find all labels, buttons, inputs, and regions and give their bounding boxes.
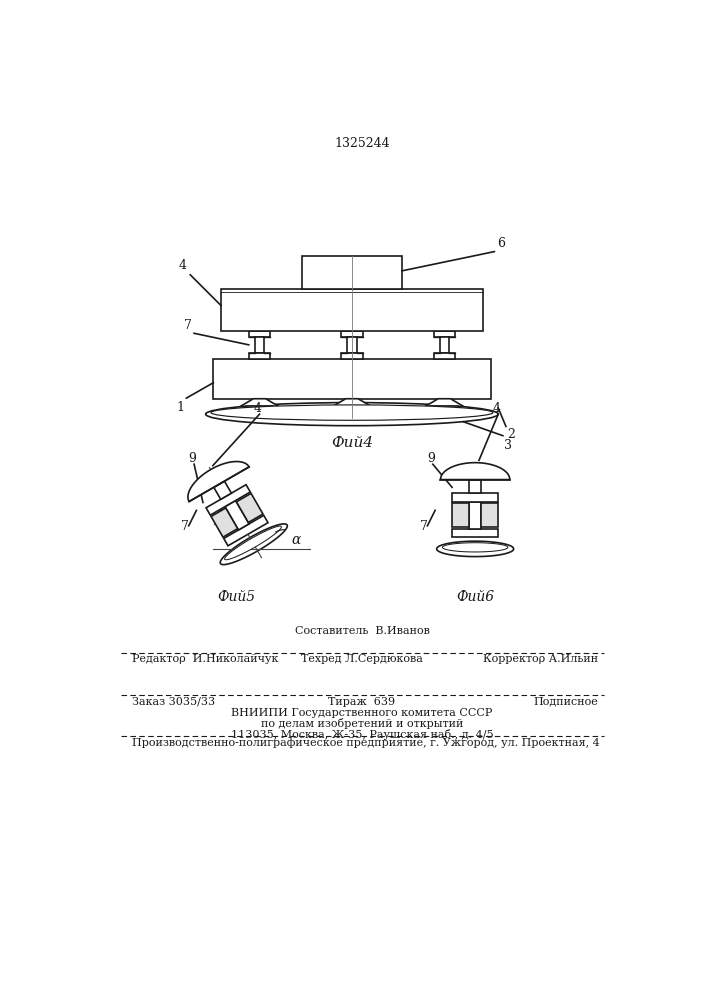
Bar (246, 406, 274, 413)
Polygon shape (206, 485, 250, 515)
Text: Производственно-полиграфическое предприятие, г. Ужгород, ул. Проектная, 4: Производственно-полиграфическое предприя… (132, 738, 600, 748)
Text: ВНИИПИ Государственного комитета СССР: ВНИИПИ Государственного комитета СССР (231, 708, 493, 718)
Bar (341, 353, 363, 359)
Polygon shape (443, 543, 508, 552)
Text: 9: 9 (428, 452, 436, 465)
Text: 1: 1 (450, 515, 459, 528)
Polygon shape (214, 481, 231, 499)
Text: Тираж  639: Тираж 639 (328, 697, 395, 707)
Polygon shape (211, 508, 238, 537)
Polygon shape (225, 500, 249, 530)
Polygon shape (240, 399, 279, 406)
Polygon shape (440, 463, 510, 480)
Bar (440, 337, 449, 353)
Text: 7: 7 (184, 319, 192, 332)
Text: 2: 2 (508, 428, 515, 441)
Text: 1: 1 (212, 515, 220, 528)
Text: Фий6: Фий6 (456, 590, 494, 604)
Polygon shape (452, 529, 498, 537)
Text: 1: 1 (176, 401, 185, 414)
Ellipse shape (206, 403, 498, 426)
Bar (433, 353, 455, 359)
Text: 6: 6 (497, 237, 505, 250)
Polygon shape (469, 502, 481, 529)
Bar (249, 331, 270, 337)
Text: Фий5: Фий5 (217, 590, 255, 604)
Polygon shape (481, 503, 498, 527)
Bar (214, 359, 491, 399)
Bar (433, 331, 455, 337)
Text: α: α (292, 532, 301, 546)
Text: Заказ 3035/33: Заказ 3035/33 (132, 697, 216, 707)
Bar (431, 406, 458, 413)
Bar (347, 337, 356, 353)
Polygon shape (220, 524, 287, 565)
Polygon shape (469, 480, 481, 493)
Bar (302, 256, 402, 289)
Bar (249, 353, 270, 359)
Bar (255, 337, 264, 353)
Text: 4: 4 (493, 402, 501, 415)
Bar (221, 289, 483, 331)
Bar (338, 406, 366, 413)
Text: 7: 7 (420, 520, 428, 533)
Polygon shape (223, 515, 268, 546)
Text: 4: 4 (179, 259, 187, 272)
Polygon shape (437, 541, 514, 557)
Text: 9: 9 (189, 452, 197, 465)
Text: Фий4: Фий4 (331, 436, 373, 450)
Text: Корректоρ А.Ильин: Корректоρ А.Ильин (483, 654, 598, 664)
Text: Редактоρ  И.Николайчук: Редактоρ И.Николайчук (132, 654, 279, 664)
Polygon shape (225, 526, 281, 560)
Polygon shape (452, 503, 469, 527)
Text: Подписное: Подписное (534, 697, 598, 707)
Polygon shape (333, 399, 371, 406)
Polygon shape (452, 493, 498, 502)
Text: по делам изобретений и открытий: по делам изобретений и открытий (261, 718, 463, 729)
Bar (341, 331, 363, 337)
Polygon shape (188, 462, 249, 502)
Text: Техред Л.Сердюкова: Техред Л.Сердюкова (301, 654, 423, 664)
Text: 113035, Москва, Ж-35, Раушская наб., д. 4/5: 113035, Москва, Ж-35, Раушская наб., д. … (230, 729, 493, 740)
Text: 7: 7 (181, 520, 189, 533)
Text: Составитель  В.Иванов: Составитель В.Иванов (295, 626, 429, 636)
Polygon shape (236, 493, 263, 522)
Ellipse shape (211, 405, 493, 420)
Text: 4: 4 (254, 402, 262, 415)
Polygon shape (425, 399, 464, 406)
Text: 3: 3 (504, 439, 513, 452)
Text: 1325244: 1325244 (334, 137, 390, 150)
